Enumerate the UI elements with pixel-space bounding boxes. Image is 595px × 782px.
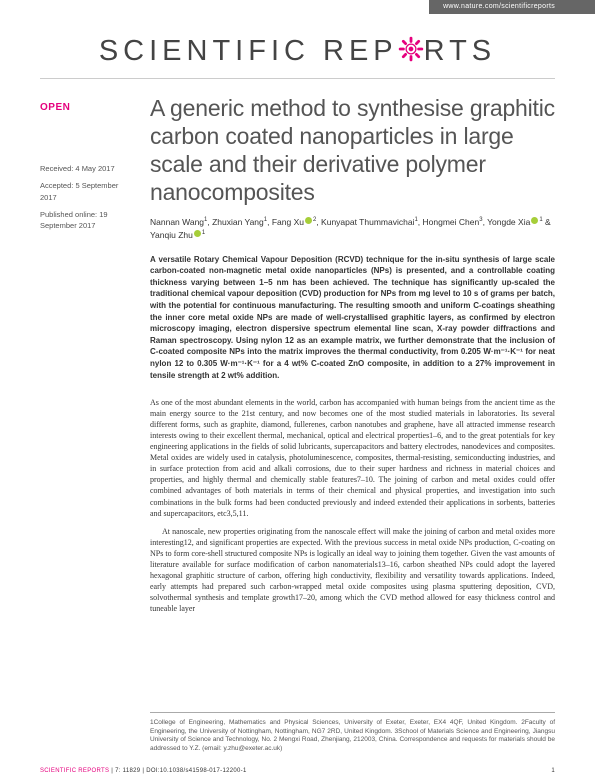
journal-name-part-a: SCIENTIFIC	[99, 35, 323, 67]
article-title: A generic method to synthesise graphitic…	[150, 94, 555, 206]
orcid-icon	[194, 230, 201, 237]
sidebar-meta: OPEN Received: 4 May 2017 Accepted: 5 Se…	[40, 100, 135, 237]
gear-icon	[398, 36, 424, 70]
accepted-date: Accepted: 5 September 2017	[40, 180, 135, 203]
page-footer: SCIENTIFIC REPORTS | 7: 11829 | DOI:10.1…	[40, 766, 555, 774]
topbar-url: www.nature.com/scientificreports	[429, 0, 595, 14]
footer-journal: SCIENTIFIC REPORTS	[40, 768, 109, 774]
affiliations: 1College of Engineering, Mathematics and…	[150, 712, 555, 754]
journal-name-part-b: REP	[323, 35, 398, 67]
orcid-icon	[531, 217, 538, 224]
body-paragraph-1: As one of the most abundant elements in …	[150, 397, 555, 518]
journal-name-part-c: RTS	[424, 35, 496, 67]
open-access-label: OPEN	[40, 100, 135, 115]
main-column: A generic method to synthesise graphitic…	[150, 94, 555, 621]
journal-logo: SCIENTIFIC REP RTS	[0, 34, 595, 68]
published-date: Published online: 19 September 2017	[40, 209, 135, 232]
orcid-icon	[305, 217, 312, 224]
footer-page-number: 1	[551, 768, 555, 774]
footer-citation: | 7: 11829 | DOI:10.1038/s41598-017-1220…	[109, 768, 246, 774]
body-paragraph-2: At nanoscale, new properties originating…	[150, 526, 555, 614]
abstract: A versatile Rotary Chemical Vapour Depos…	[150, 254, 555, 382]
header-divider	[40, 78, 555, 79]
received-date: Received: 4 May 2017	[40, 163, 135, 174]
author-list: Nannan Wang1, Zhuxian Yang1, Fang Xu2, K…	[150, 216, 555, 242]
